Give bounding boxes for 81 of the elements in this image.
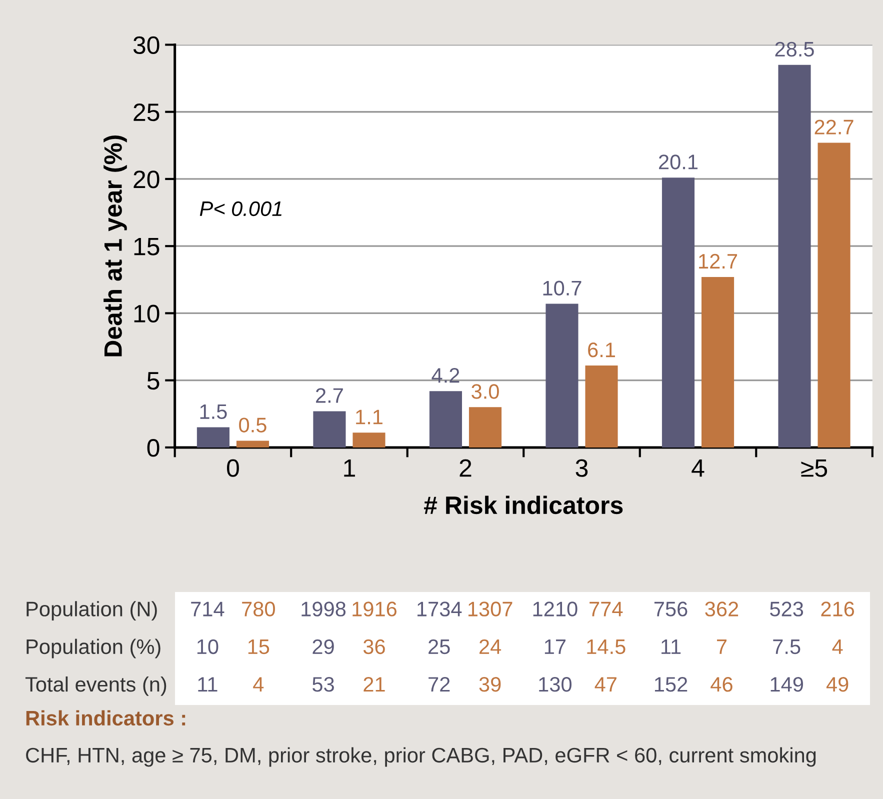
y-tick-label: 5 (147, 372, 160, 390)
text: 11 (198, 677, 218, 692)
bar (662, 178, 695, 448)
text: 11 (662, 640, 681, 654)
x-tick-label: 1 (344, 459, 355, 477)
text: 36 (363, 639, 385, 654)
text: 1734 (418, 602, 462, 616)
data-label: 10.7 (543, 280, 582, 296)
text: 10 (197, 639, 218, 654)
text: 49 (826, 677, 848, 692)
data-label: 0.5 (239, 418, 266, 432)
text: 362 (705, 602, 738, 616)
y-tick-label: 20 (134, 170, 160, 188)
y-tick-label: 25 (134, 103, 160, 122)
data-label: 28.5 (775, 42, 814, 57)
data-label: 20.1 (659, 154, 698, 170)
text: 4 (832, 640, 843, 654)
data-label: 2.7 (316, 388, 343, 403)
bar (818, 142, 850, 448)
bar (468, 407, 502, 448)
bar (585, 366, 618, 448)
text: 130 (539, 677, 572, 692)
text: 216 (821, 602, 854, 616)
data-label: 12.7 (699, 254, 738, 268)
text: 7.5 (773, 640, 800, 654)
data-label: 3.0 (472, 384, 499, 399)
y-axis-title: Death at 1 year (%) (104, 135, 127, 356)
text: 7 (717, 640, 726, 654)
text: 25 (428, 639, 450, 654)
text: 774 (590, 602, 623, 616)
bar (236, 440, 270, 448)
text: 780 (242, 602, 275, 616)
text: 149 (770, 677, 803, 692)
bar (313, 411, 346, 448)
text: 1307 (468, 602, 512, 616)
data-label: 6.1 (588, 342, 615, 358)
x-tick-label: 2 (460, 459, 472, 477)
data-label: 1.5 (200, 404, 227, 420)
data-label: 22.7 (814, 120, 854, 134)
annotation: P< 0.001 (200, 201, 282, 216)
text: 29 (312, 639, 334, 654)
text: 14.5 (587, 640, 626, 654)
text: 714 (191, 602, 224, 616)
y-tick-label: 0 (147, 439, 160, 457)
text: 1916 (352, 602, 396, 616)
x-tick-label: 4 (692, 459, 704, 477)
text: 72 (428, 677, 450, 692)
text: 39 (479, 677, 501, 692)
bar (778, 64, 811, 448)
y-tick-label: 30 (133, 36, 160, 54)
data-label: 4.2 (432, 368, 460, 383)
text: 523 (770, 602, 804, 616)
x-tick-label: 0 (226, 459, 239, 477)
text: CHF, HTN, age ≥ 75, DM, prior stroke, prior CABG, PAD, eGFR < 60, current smoking (26, 747, 816, 767)
text: 1210 (533, 602, 578, 616)
text: 4 (253, 677, 264, 692)
text: 47 (594, 677, 616, 692)
y-tick-label: 15 (134, 238, 160, 256)
x-tick-label: ≥5 (801, 459, 828, 477)
text: 756 (654, 602, 688, 616)
text: 152 (654, 677, 688, 692)
bar (702, 276, 734, 448)
bar (429, 391, 462, 448)
bar (546, 304, 578, 448)
text: 15 (248, 640, 270, 654)
text: 1998 (302, 602, 346, 616)
text: 46 (710, 677, 732, 692)
text: Total events (n) (25, 676, 166, 696)
text: 21 (364, 677, 385, 692)
text: 17 (544, 640, 566, 654)
text: 53 (312, 677, 334, 692)
x-tick-label: 3 (576, 459, 588, 477)
y-tick-label: 10 (134, 304, 160, 323)
bar (196, 427, 230, 448)
text: Population (N) (26, 601, 157, 621)
data-label: 1.1 (356, 410, 382, 424)
text: 24 (480, 639, 502, 654)
bar (352, 432, 386, 448)
text: Risk indicators : (26, 710, 186, 726)
x-axis-title: # Risk indicators (424, 496, 623, 514)
text: Population (%) (26, 638, 160, 658)
